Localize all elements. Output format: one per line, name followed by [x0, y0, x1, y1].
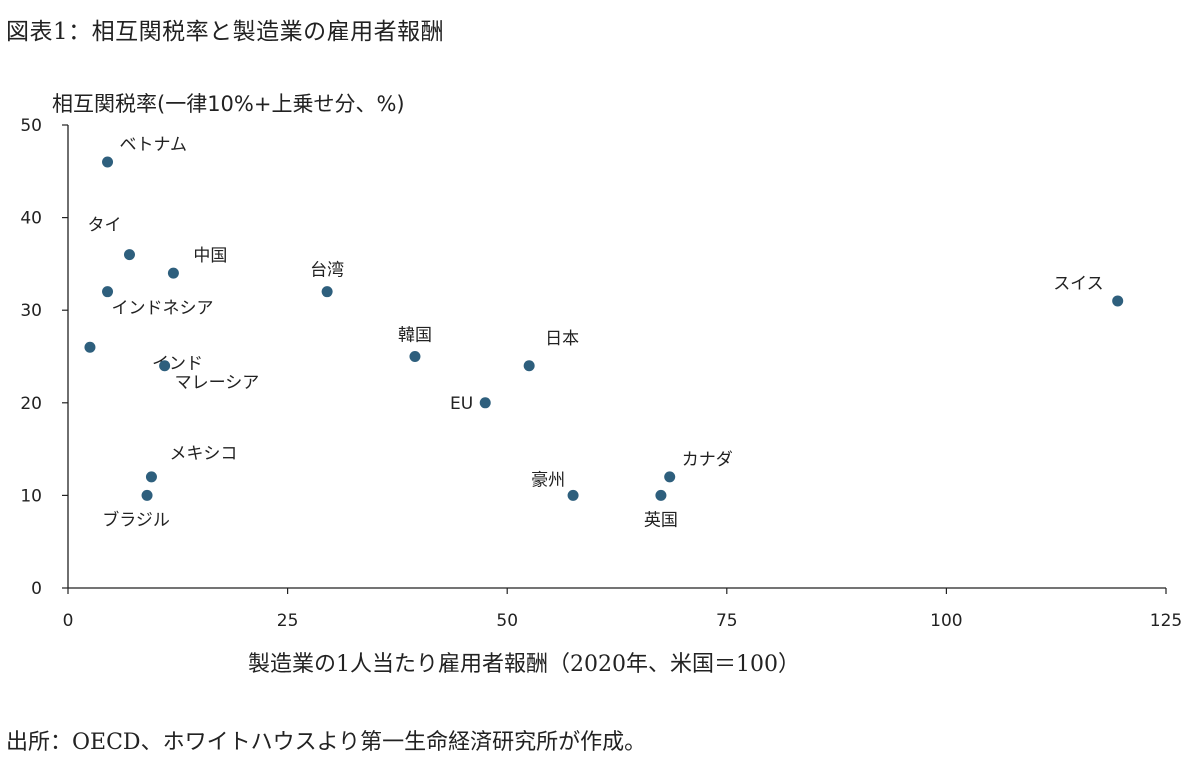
point-label: タイ — [87, 216, 121, 236]
x-tick-label: 25 — [277, 611, 299, 631]
data-point — [1112, 295, 1124, 307]
source-note: 出所：OECD、ホワイトハウスより第一生命経済研究所が作成。 — [6, 730, 647, 755]
y-tick-label: 0 — [31, 579, 42, 599]
data-point — [159, 360, 171, 372]
x-tick-label: 50 — [496, 611, 518, 631]
data-point — [102, 156, 114, 168]
point-label: 韓国 — [398, 326, 432, 346]
point-label: カナダ — [682, 450, 733, 470]
point-label: 台湾 — [310, 261, 344, 281]
data-point — [145, 471, 157, 483]
data-point — [409, 351, 421, 362]
point-label: 中国 — [193, 246, 227, 266]
x-tick-label: 125 — [1150, 611, 1182, 631]
figure-title: 図表1：相互関税率と製造業の雇用者報酬 — [6, 19, 445, 45]
data-point — [84, 341, 96, 353]
point-label: 英国 — [644, 510, 678, 530]
y-tick-label: 50 — [20, 116, 42, 136]
data-point — [664, 471, 676, 483]
y-tick-label: 20 — [20, 394, 42, 414]
point-label: マレーシア — [175, 373, 260, 393]
point-label: EU — [450, 394, 473, 414]
data-point — [167, 267, 179, 279]
data-point — [141, 489, 153, 501]
data-point — [102, 286, 114, 298]
point-label: メキシコ — [169, 444, 237, 464]
data-point — [123, 249, 135, 261]
point-label: 日本 — [545, 329, 579, 349]
y-axis-title: 相互関税率(一律10%+上乗せ分、%) — [52, 92, 405, 116]
y-tick-label: 10 — [20, 486, 42, 506]
point-label: ブラジル — [102, 509, 170, 530]
point-label: ベトナム — [120, 135, 188, 155]
x-axis-title: 製造業の1人当たり雇用者報酬（2020年、米国＝100） — [248, 652, 800, 677]
data-point — [655, 489, 667, 501]
x-tick-label: 0 — [63, 611, 74, 631]
x-tick-label: 100 — [930, 611, 962, 631]
data-point — [479, 397, 491, 409]
data-point — [523, 360, 535, 372]
point-label: スイス — [1053, 274, 1104, 294]
y-tick-label: 40 — [20, 209, 42, 229]
data-point — [321, 286, 333, 298]
point-label: 豪州 — [531, 469, 565, 490]
data-point — [567, 489, 579, 501]
x-tick-label: 75 — [716, 611, 738, 631]
point-label: インドネシア — [112, 299, 214, 319]
y-tick-label: 30 — [20, 301, 42, 321]
